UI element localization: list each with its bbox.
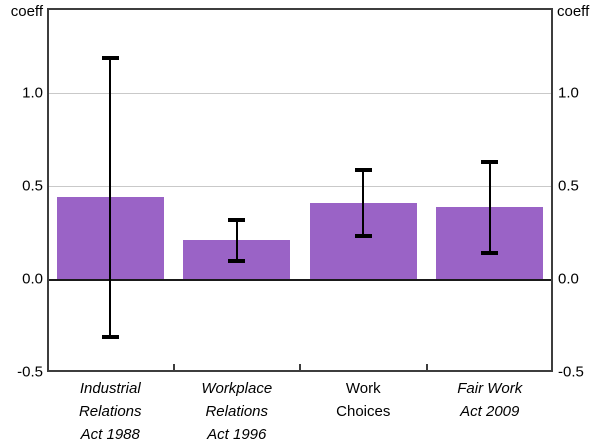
y-tick-label-right: 0.0 (558, 270, 579, 288)
y-tick-label-left: 1.0 (22, 84, 43, 102)
error-bar-cap-bottom (228, 258, 246, 263)
category-label-line: Act 1996 (207, 426, 267, 443)
category-label: Workplace Relations Act 1996 (174, 377, 301, 443)
category-label-line: Relations (78, 403, 142, 420)
y-tick-label-right: -0.5 (558, 363, 584, 381)
error-bar-cap-bottom (354, 234, 372, 239)
error-bar-cap-top (101, 56, 119, 61)
error-bar-cap-top (481, 160, 499, 165)
x-axis-tick-mark (172, 364, 175, 370)
category-label-line: Fair Work (457, 380, 523, 397)
category-label: Industrial Relations Act 1988 (47, 377, 174, 443)
category-label-line: Relations (205, 403, 269, 420)
zero-line (49, 279, 551, 282)
y-tick-label-left: 0.0 (22, 270, 43, 288)
category-label: Fair Work Act 2009 (427, 377, 554, 423)
y-tick-label-left: -0.5 (17, 363, 43, 381)
error-bar-cap-bottom (481, 251, 499, 256)
y-tick-label-right: 1.0 (558, 84, 579, 102)
error-bar-line (488, 162, 491, 254)
y-tick-label-right: 0.5 (558, 177, 579, 195)
error-bar-line (235, 219, 238, 261)
category-label-line: Workplace (201, 380, 273, 397)
category-label-line: Industrial (79, 380, 141, 397)
error-bar-line (109, 58, 112, 337)
category-label-line: Choices (336, 403, 391, 420)
plot-area (47, 8, 553, 372)
category-label-line: Act 2009 (460, 403, 520, 420)
category-label-line: Act 1988 (80, 426, 140, 443)
gridline (49, 185, 551, 187)
y-tick-label-left: 0.5 (22, 177, 43, 195)
x-axis-tick-mark (425, 364, 428, 370)
y-axis-unit-label-right: coeff (557, 3, 590, 20)
error-bar-cap-top (228, 217, 246, 222)
error-bar-cap-bottom (101, 334, 119, 339)
error-bar-cap-top (354, 167, 372, 172)
error-bar-line (362, 169, 365, 237)
x-axis-tick-mark (299, 364, 301, 370)
category-label-line: Work (345, 380, 381, 397)
y-axis-unit-label-left: coeff (10, 3, 43, 20)
gridline (49, 92, 551, 94)
category-label: Work Choices (300, 377, 427, 423)
